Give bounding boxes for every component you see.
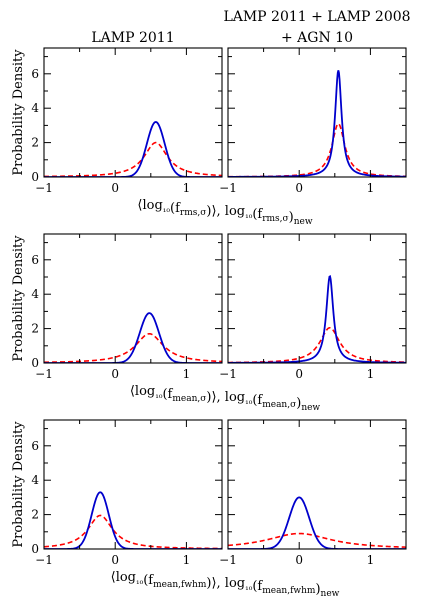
x-axis-label: ⟨log₁₀(frms,σ)⟩, log₁₀(frms,σ)new — [137, 198, 312, 227]
axes-frame — [43, 233, 223, 364]
y-tick-label: 0 — [31, 542, 39, 556]
series-dashed-line — [228, 326, 406, 363]
x-tick-label: 0 — [111, 181, 119, 195]
series-solid-line — [228, 496, 406, 549]
panel-r1-c2: −1 0 1 — [219, 47, 407, 195]
y-tick-label: 6 — [31, 439, 39, 453]
x-tick-label: −1 — [35, 553, 53, 567]
column-title-right-line1: LAMP 2011 + LAMP 2008 — [223, 9, 410, 25]
series-solid-line — [44, 121, 222, 177]
x-axis-label: ⟨log₁₀(fmean,fwhm)⟩, log₁₀(fmean,fwhm)ne… — [111, 570, 340, 599]
y-axis-label: Probability Density — [11, 235, 26, 362]
x-tick-label: 1 — [367, 367, 375, 381]
x-tick-label: −1 — [35, 181, 53, 195]
x-tick-label: 0 — [295, 553, 303, 567]
axes-frame — [43, 419, 223, 550]
series-dashed-line — [228, 122, 406, 177]
x-tick-label: 1 — [183, 181, 191, 195]
axes-frame — [43, 47, 223, 178]
y-tick-label: 4 — [31, 287, 39, 301]
series-solid-line — [44, 312, 222, 363]
series-dashed-line — [44, 332, 222, 363]
y-tick-label: 2 — [31, 136, 39, 150]
x-tick-label: 0 — [111, 553, 119, 567]
axes-frame — [227, 233, 407, 364]
y-tick-label: 4 — [31, 101, 39, 115]
x-tick-label: 0 — [295, 181, 303, 195]
y-tick-label: 2 — [31, 322, 39, 336]
x-tick-label: −1 — [219, 367, 237, 381]
series-solid-line — [44, 491, 222, 549]
axes-frame — [227, 47, 407, 178]
x-tick-label: 1 — [183, 367, 191, 381]
x-tick-label: 1 — [183, 553, 191, 567]
x-axis-label: ⟨log₁₀(fmean,σ)⟩, log₁₀(fmean,σ)new — [130, 384, 321, 413]
y-tick-label: 6 — [31, 67, 39, 81]
series-solid-line — [228, 275, 406, 363]
y-axis-label: Probability Density — [11, 421, 26, 548]
x-tick-label: −1 — [219, 181, 237, 195]
y-tick-label: 0 — [31, 170, 39, 184]
x-tick-label: −1 — [35, 367, 53, 381]
series-dashed-line — [228, 532, 406, 548]
axes-frame — [227, 419, 407, 550]
x-tick-label: 1 — [367, 181, 375, 195]
x-tick-label: 0 — [295, 367, 303, 381]
y-tick-label: 0 — [31, 356, 39, 370]
panel-r2-c2: −1 0 1 — [219, 233, 407, 381]
column-title-right-line2: + AGN 10 — [281, 30, 353, 46]
column-title-left: LAMP 2011 — [91, 30, 174, 46]
y-tick-label: 4 — [31, 473, 39, 487]
y-tick-label: 6 — [31, 253, 39, 267]
series-solid-line — [228, 70, 406, 177]
y-axis-label: Probability Density — [11, 49, 26, 176]
x-tick-label: −1 — [219, 553, 237, 567]
series-dashed-line — [44, 141, 222, 177]
y-tick-label: 2 — [31, 508, 39, 522]
series-dashed-line — [44, 514, 222, 549]
panel-r3-c2: −1 0 1 — [219, 419, 407, 567]
x-tick-label: 1 — [367, 553, 375, 567]
x-tick-label: 0 — [111, 367, 119, 381]
